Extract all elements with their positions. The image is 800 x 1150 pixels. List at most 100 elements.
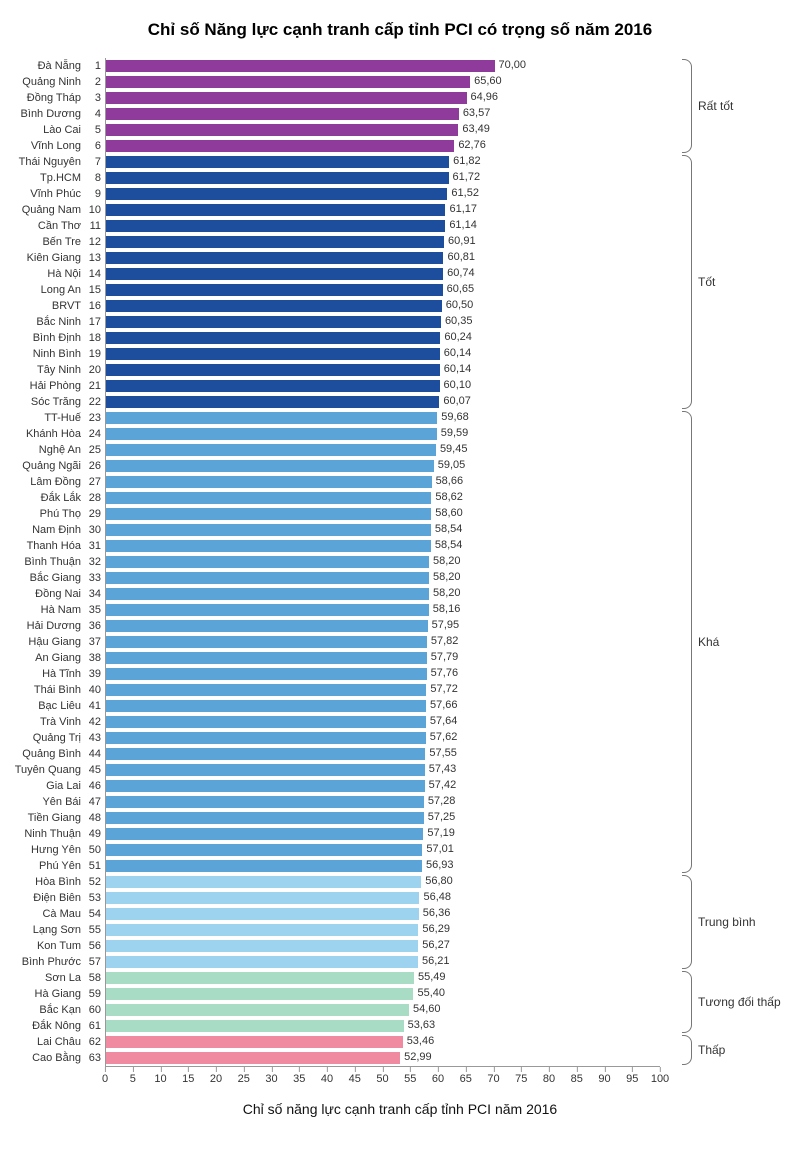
province-name: Cao Bằng bbox=[32, 1052, 81, 1064]
province-rank: 1 bbox=[87, 60, 101, 72]
bar-row: 57,76 bbox=[106, 666, 660, 682]
province-label: Hải Dương 36 bbox=[10, 618, 105, 634]
bar bbox=[106, 1036, 403, 1048]
province-name: Hà Giang bbox=[35, 988, 81, 1000]
province-rank: 60 bbox=[87, 1004, 101, 1016]
province-rank: 18 bbox=[87, 332, 101, 344]
province-name: Hải Phòng bbox=[30, 380, 81, 392]
province-name: Sóc Trăng bbox=[31, 396, 81, 408]
x-tick: 90 bbox=[598, 1073, 610, 1085]
bar-value: 57,76 bbox=[431, 667, 459, 679]
province-label: Hà Nam35 bbox=[10, 602, 105, 618]
bar bbox=[106, 636, 427, 648]
province-name: Nghệ An bbox=[39, 444, 81, 456]
province-rank: 6 bbox=[87, 140, 101, 152]
bar bbox=[106, 524, 431, 536]
province-label: Phú Thọ29 bbox=[10, 506, 105, 522]
province-rank: 36 bbox=[87, 620, 101, 632]
bar-row: 56,80 bbox=[106, 874, 660, 890]
province-rank: 12 bbox=[87, 236, 101, 248]
x-tick: 65 bbox=[460, 1073, 472, 1085]
bar bbox=[106, 876, 421, 888]
bar-value: 55,40 bbox=[417, 987, 445, 999]
province-label: Đắk Lắk28 bbox=[10, 490, 105, 506]
province-rank: 48 bbox=[87, 812, 101, 824]
bar bbox=[106, 652, 427, 664]
province-name: Bạc Liêu bbox=[38, 700, 81, 712]
bar-value: 56,93 bbox=[426, 859, 454, 871]
bar bbox=[106, 364, 440, 376]
province-label: Cao Bằng63 bbox=[10, 1050, 105, 1066]
province-rank: 51 bbox=[87, 860, 101, 872]
bar-row: 58,16 bbox=[106, 602, 660, 618]
province-label: Phú Yên51 bbox=[10, 858, 105, 874]
province-label: An Giang38 bbox=[10, 650, 105, 666]
province-name: Bình Dương bbox=[21, 108, 81, 120]
province-label: Sơn La58 bbox=[10, 970, 105, 986]
province-name: Thanh Hóa bbox=[27, 540, 81, 552]
province-rank: 14 bbox=[87, 268, 101, 280]
province-name: Lào Cai bbox=[43, 124, 81, 136]
bar bbox=[106, 572, 429, 584]
group-label: Tương đối thấp bbox=[698, 995, 781, 1009]
x-tick: 40 bbox=[321, 1073, 333, 1085]
province-name: Đắk Lắk bbox=[41, 492, 81, 504]
bar-value: 64,96 bbox=[471, 91, 499, 103]
bar-value: 59,45 bbox=[440, 443, 468, 455]
bar-value: 63,49 bbox=[462, 123, 490, 135]
bar-value: 57,55 bbox=[429, 747, 457, 759]
bar-row: 63,57 bbox=[106, 106, 660, 122]
bar-row: 53,46 bbox=[106, 1034, 660, 1050]
bar-value: 54,60 bbox=[413, 1003, 441, 1015]
province-name: Vĩnh Long bbox=[31, 140, 81, 152]
bar-value: 63,57 bbox=[463, 107, 491, 119]
bar bbox=[106, 140, 454, 152]
bar-value: 52,99 bbox=[404, 1051, 432, 1063]
bar bbox=[106, 316, 441, 328]
province-label: Hà Nội 14 bbox=[10, 266, 105, 282]
bar-row: 59,59 bbox=[106, 426, 660, 442]
province-label: Bình Thuận32 bbox=[10, 554, 105, 570]
bar-row: 59,45 bbox=[106, 442, 660, 458]
province-name: Gia Lai bbox=[46, 780, 81, 792]
bar bbox=[106, 1020, 404, 1032]
x-tick: 5 bbox=[130, 1073, 136, 1085]
bar bbox=[106, 300, 442, 312]
bar-row: 57,01 bbox=[106, 842, 660, 858]
province-name: Hà Tĩnh bbox=[42, 668, 81, 680]
bar bbox=[106, 1052, 400, 1064]
x-tick: 10 bbox=[154, 1073, 166, 1085]
bar-value: 60,14 bbox=[444, 363, 472, 375]
province-name: Hòa Bình bbox=[35, 876, 81, 888]
bar-row: 57,62 bbox=[106, 730, 660, 746]
province-name: Bến Tre bbox=[42, 236, 81, 248]
province-label: Lào Cai5 bbox=[10, 122, 105, 138]
bar bbox=[106, 540, 431, 552]
bar-row: 70,00 bbox=[106, 58, 660, 74]
province-label: Thái Nguyên7 bbox=[10, 154, 105, 170]
bar bbox=[106, 476, 432, 488]
province-label: Tây Ninh20 bbox=[10, 362, 105, 378]
bar-value: 59,68 bbox=[441, 411, 469, 423]
x-axis: 0510152025303540455055606570758085909510… bbox=[105, 1067, 660, 1097]
province-name: Long An bbox=[41, 284, 81, 296]
province-rank: 47 bbox=[87, 796, 101, 808]
province-name: Hà Nội bbox=[47, 268, 81, 280]
bar bbox=[106, 812, 424, 824]
bar-value: 59,59 bbox=[441, 427, 469, 439]
province-label: Tiền Giang48 bbox=[10, 810, 105, 826]
x-axis-label: Chỉ số năng lực cạnh tranh cấp tỉnh PCI … bbox=[10, 1101, 790, 1117]
province-name: Hải Dương bbox=[27, 620, 81, 632]
bar bbox=[106, 92, 467, 104]
bar-value: 58,16 bbox=[433, 603, 461, 615]
province-name: Ninh Thuận bbox=[24, 828, 81, 840]
province-rank: 45 bbox=[87, 764, 101, 776]
bar bbox=[106, 108, 459, 120]
bar bbox=[106, 332, 440, 344]
province-rank: 39 bbox=[87, 668, 101, 680]
province-rank: 43 bbox=[87, 732, 101, 744]
bar-value: 60,24 bbox=[444, 331, 472, 343]
province-name: Hưng Yên bbox=[31, 844, 81, 856]
bar bbox=[106, 748, 425, 760]
province-name: Kon Tum bbox=[37, 940, 81, 952]
